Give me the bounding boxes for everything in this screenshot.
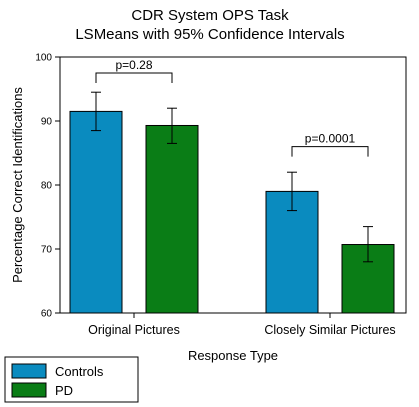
y-tick-label: 70 (41, 245, 53, 256)
y-tick-label: 100 (35, 53, 52, 64)
significance-label: p=0.28 (115, 58, 152, 72)
legend-swatch (11, 363, 47, 379)
y-tick-label: 60 (41, 309, 53, 320)
legend-label: PD (55, 383, 73, 398)
legend-label: Controls (55, 364, 104, 379)
x-tick-label: Closely Similar Pictures (264, 323, 395, 337)
x-axis-label: Response Type (188, 348, 278, 363)
chart-title-line-2: LSMeans with 95% Confidence Intervals (75, 26, 344, 43)
bar (145, 124, 199, 314)
legend-swatch (11, 382, 47, 398)
significance-bracket (291, 146, 369, 157)
bar (69, 110, 123, 314)
significance-bracket (95, 72, 173, 83)
y-tick-label: 80 (41, 181, 53, 192)
chart-title-line-1: CDR System OPS Task (131, 7, 289, 24)
y-tick-label: 90 (41, 117, 53, 128)
significance-label: p=0.0001 (305, 132, 356, 146)
bar (265, 190, 319, 314)
x-tick-label: Original Pictures (88, 323, 180, 337)
y-axis-label: Percentage Correct Identifications (10, 87, 25, 283)
